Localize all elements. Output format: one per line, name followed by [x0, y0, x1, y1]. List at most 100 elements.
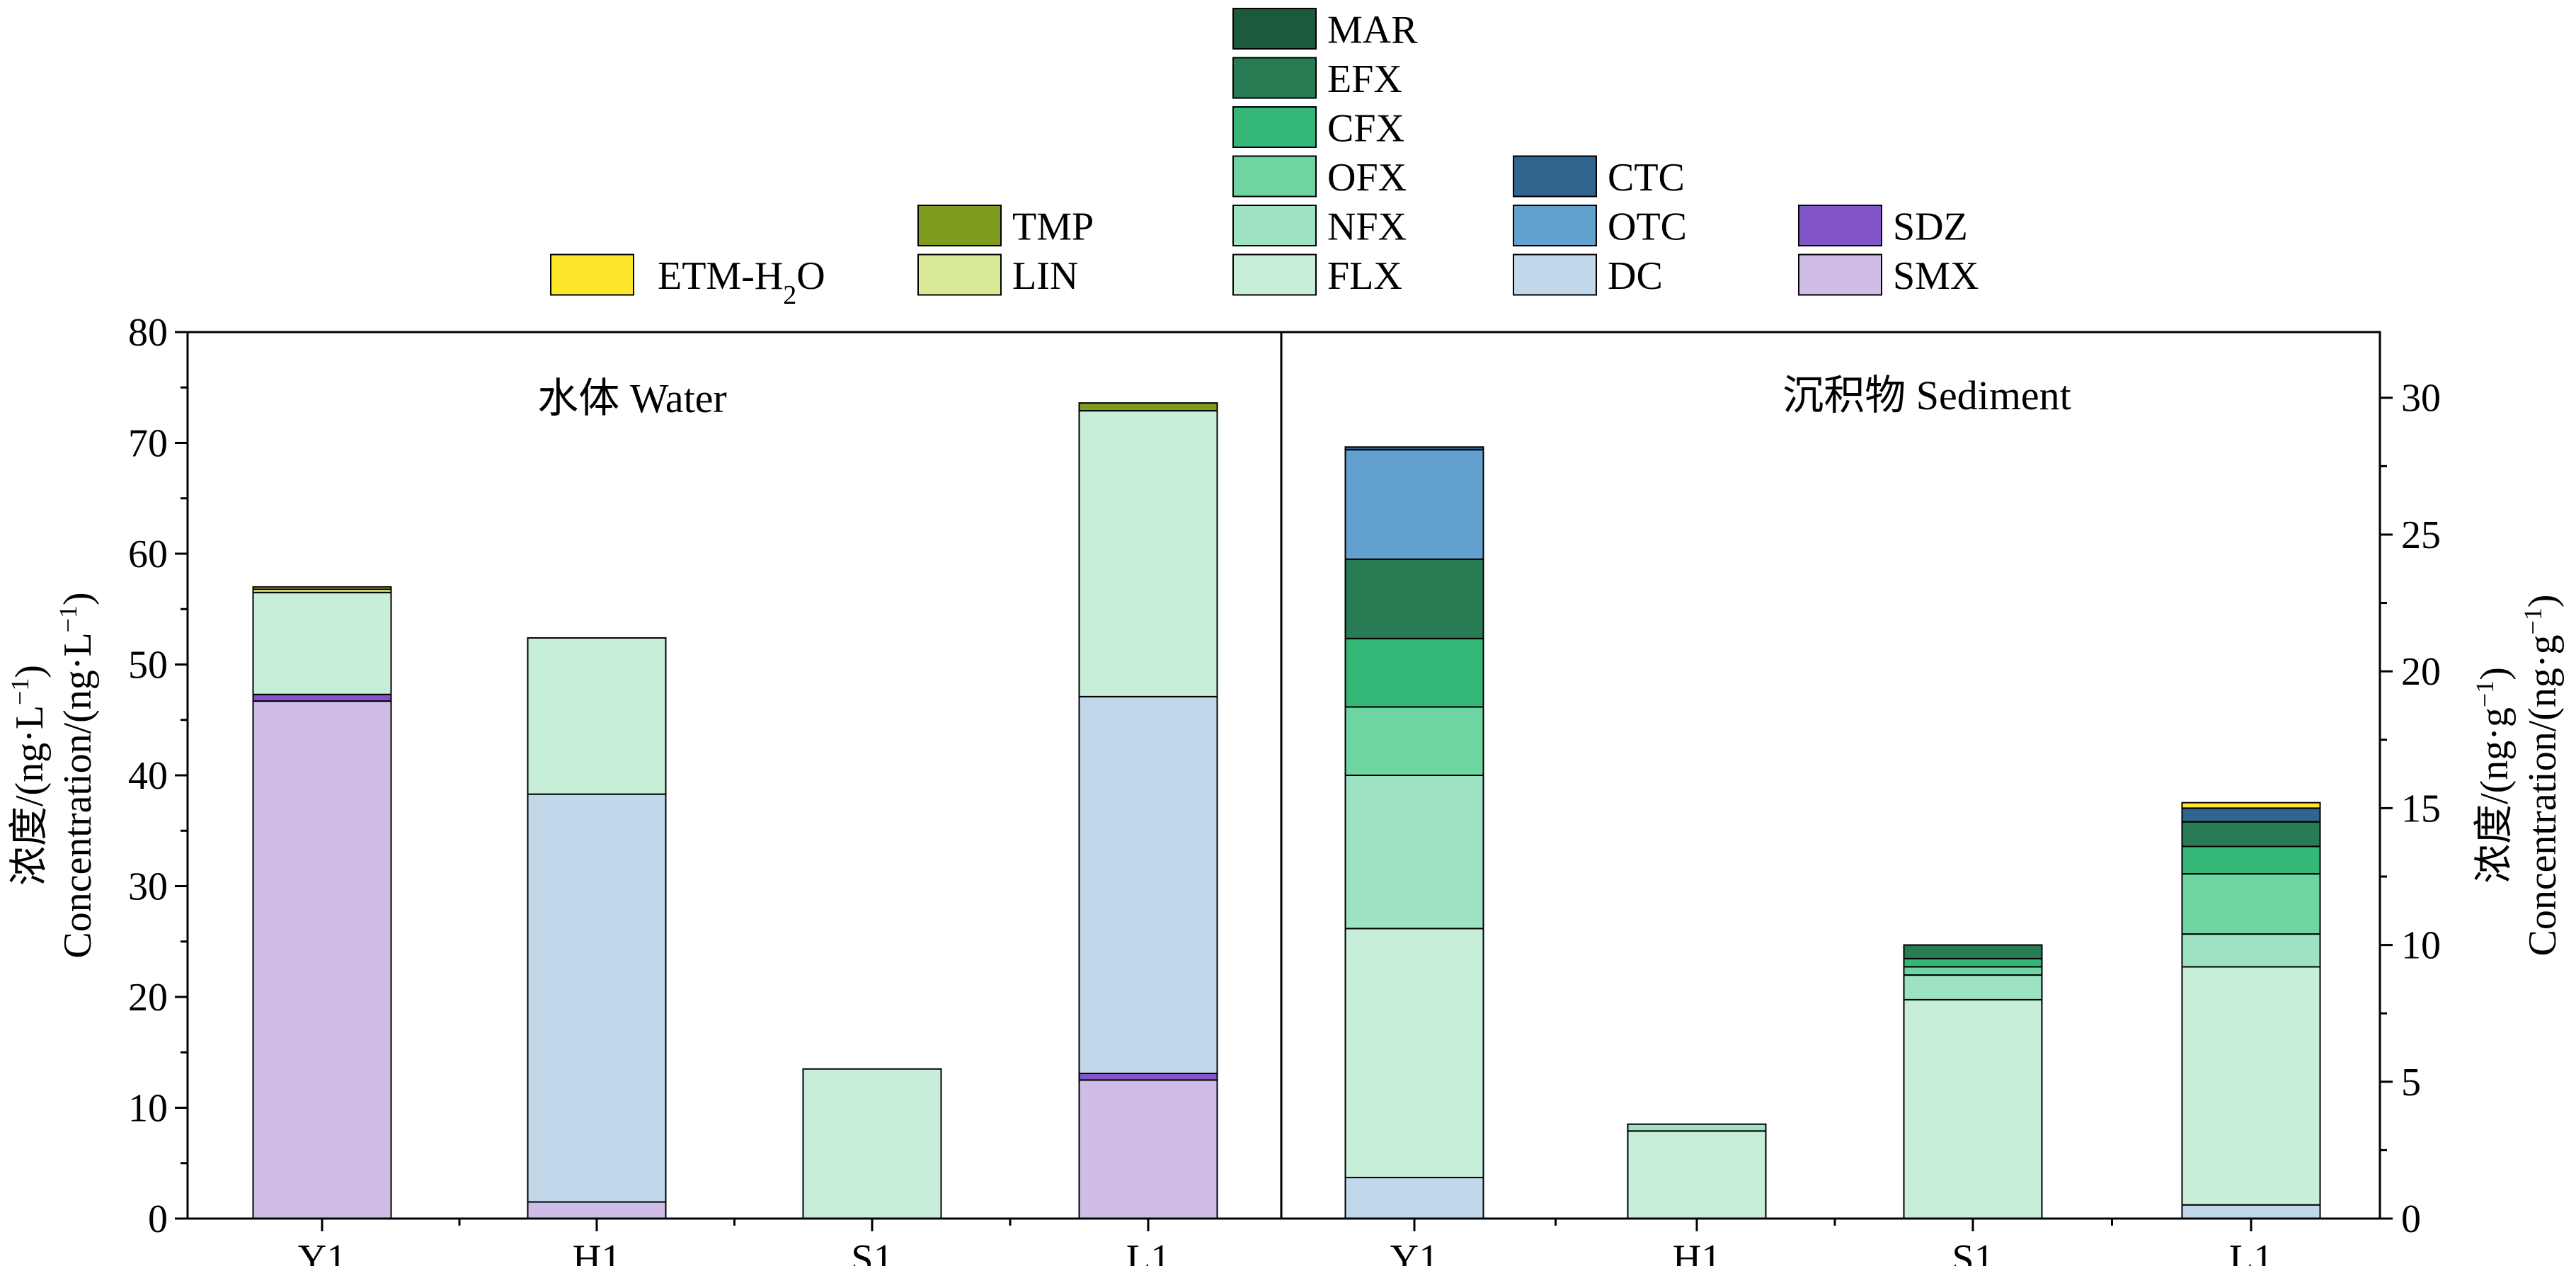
sediment-bar-y1-nfx — [1344, 775, 1484, 930]
right-axis-tick-label: 10 — [2401, 924, 2441, 968]
water-bar-l1-flx — [1078, 410, 1218, 697]
right-axis-tick-label: 30 — [2401, 377, 2441, 421]
plot-area — [252, 402, 2321, 1220]
left-axis-label: 浓度/(ng·L−1) Concentration/(ng·L−1) — [6, 592, 100, 958]
x-axis-tick-label: S1 — [1952, 1237, 1993, 1266]
left-axis-tick-label: 40 — [128, 754, 168, 798]
sediment-bar-l1-ctc — [2181, 807, 2321, 823]
legend-label-lin: LIN — [1012, 254, 1078, 298]
legend-label-flx: FLX — [1327, 254, 1402, 298]
sediment-bar-y1-ctc — [1344, 446, 1484, 451]
left-axis-tick-label: 10 — [128, 1087, 168, 1131]
legend-swatch-cfx — [1232, 106, 1317, 148]
sediment-bar-l1-efx — [2181, 821, 2321, 848]
right-axis-label: 浓度/(ng·g−1) Concentration/(ng·g−1) — [2471, 594, 2565, 956]
sediment-bar-s1-efx — [1903, 944, 2043, 959]
legend-label-dc: DC — [1608, 254, 1663, 298]
water-bar-y1-flx — [252, 591, 392, 695]
legend-swatch-nfx — [1232, 205, 1317, 246]
legend-swatch-mar — [1232, 8, 1317, 50]
sediment-bar-y1-cfx — [1344, 637, 1484, 708]
legend-swatch-efx — [1232, 57, 1317, 99]
water-bar-y1-smx — [252, 700, 392, 1219]
sediment-bar-y1-efx — [1344, 558, 1484, 639]
legend-swatch-ofx — [1232, 155, 1317, 198]
legend: ETM-H2O TMP LIN MAR EFX CFX OFX NFX FLX CTC OTC DC S… — [550, 8, 1979, 310]
x-axis-tick-label: Y1 — [1390, 1237, 1438, 1266]
left-axis-label-cn: 浓度/(ng·L−1) — [6, 665, 52, 886]
sediment-bar-l1-nfx — [2181, 933, 2321, 968]
x-axis-tick-label: H1 — [1673, 1237, 1721, 1266]
sediment-bar-h1-nfx — [1627, 1123, 1767, 1132]
sediment-bar-h1-flx — [1627, 1130, 1767, 1220]
right-axis-tick-label: 0 — [2401, 1197, 2421, 1241]
left-axis-label-en: Concentration/(ng·L−1) — [54, 592, 100, 958]
water-bar-h1-smx — [527, 1201, 667, 1220]
sediment-bar-l1-ofx — [2181, 873, 2321, 935]
legend-swatch-otc — [1513, 205, 1597, 246]
water-bar-l1-smx — [1078, 1079, 1218, 1219]
legend-label-otc: OTC — [1608, 205, 1687, 249]
sediment-bar-l1-etm-h2o — [2181, 802, 2321, 809]
x-axis-tick-label: L1 — [1126, 1237, 1170, 1266]
plot-frame — [186, 331, 2381, 1220]
water-bar-y1-sdz — [252, 693, 392, 702]
water-bar-h1-dc — [527, 793, 667, 1203]
axes: 0 10 20 30 40 50 60 70 80 0 5 10 15 20 25 30 Y1 H1 S1 L1 Y1 H… — [6, 311, 2565, 1266]
sediment-bar-s1-flx — [1903, 998, 2043, 1220]
left-axis-tick-label: 60 — [128, 532, 168, 576]
left-axis-tick-label: 70 — [128, 422, 168, 466]
sediment-bar-s1-nfx — [1903, 974, 2043, 1000]
water-bar-l1-sdz — [1078, 1072, 1218, 1081]
sediment-bar-y1-flx — [1344, 928, 1484, 1179]
legend-label-sdz: SDZ — [1893, 205, 1968, 249]
left-axis-tick-label: 80 — [128, 311, 168, 355]
panel-title-sediment: 沉积物 Sediment — [1782, 372, 2071, 418]
legend-swatch-ctc — [1513, 155, 1597, 198]
right-axis-label-cn: 浓度/(ng·g−1) — [2471, 667, 2517, 884]
legend-swatch-etm-h2o — [550, 253, 634, 296]
sediment-bar-l1-dc — [2181, 1204, 2321, 1219]
left-axis-tick-label: 50 — [128, 644, 168, 688]
legend-swatch-smx — [1798, 253, 1882, 296]
right-axis-tick-label: 25 — [2401, 513, 2441, 557]
water-bar-l1-dc — [1078, 695, 1218, 1074]
legend-label-smx: SMX — [1893, 254, 1979, 298]
legend-label-ctc: CTC — [1608, 156, 1685, 200]
x-axis-tick-label: Y1 — [298, 1237, 346, 1266]
water-bar-y1-etm-h2o — [252, 586, 392, 591]
left-axis-tick-label: 30 — [128, 865, 168, 909]
legend-label-mar: MAR — [1327, 8, 1418, 52]
left-axis-tick-label: 0 — [148, 1197, 168, 1241]
sediment-bar-y1-otc — [1344, 449, 1484, 560]
sediment-bar-s1-ofx — [1903, 966, 2043, 976]
sediment-bar-y1-ofx — [1344, 706, 1484, 777]
legend-swatch-dc — [1513, 253, 1597, 296]
legend-swatch-lin — [917, 253, 1002, 296]
legend-label-nfx: NFX — [1327, 205, 1407, 249]
panel-title-water: 水体 Water — [537, 375, 727, 421]
legend-label-cfx: CFX — [1327, 107, 1404, 151]
right-axis-tick-label: 15 — [2401, 787, 2441, 831]
water-bar-l1-tmp — [1078, 402, 1218, 412]
water-bar-h1-flx — [527, 637, 667, 795]
legend-label-etm-h2o: ETM-H2O — [658, 254, 825, 310]
x-axis-tick-label: L1 — [2229, 1237, 2273, 1266]
right-axis-tick-label: 20 — [2401, 650, 2441, 694]
legend-swatch-sdz — [1798, 205, 1882, 246]
legend-swatch-tmp — [917, 205, 1002, 246]
x-axis-tick-label: S1 — [851, 1237, 893, 1266]
right-axis-tick-label: 5 — [2401, 1061, 2421, 1105]
legend-label-efx: EFX — [1327, 57, 1402, 101]
water-bar-s1-flx — [802, 1068, 942, 1219]
legend-label-ofx: OFX — [1327, 156, 1407, 200]
right-axis-label-en: Concentration/(ng·g−1) — [2519, 594, 2565, 956]
legend-swatch-flx — [1232, 253, 1317, 296]
legend-label-tmp: TMP — [1012, 205, 1094, 249]
left-axis-tick-label: 20 — [128, 976, 168, 1020]
sediment-bar-y1-dc — [1344, 1177, 1484, 1219]
x-axis-tick-label: H1 — [573, 1237, 621, 1266]
sediment-bar-l1-flx — [2181, 966, 2321, 1206]
sediment-bar-l1-cfx — [2181, 845, 2321, 875]
